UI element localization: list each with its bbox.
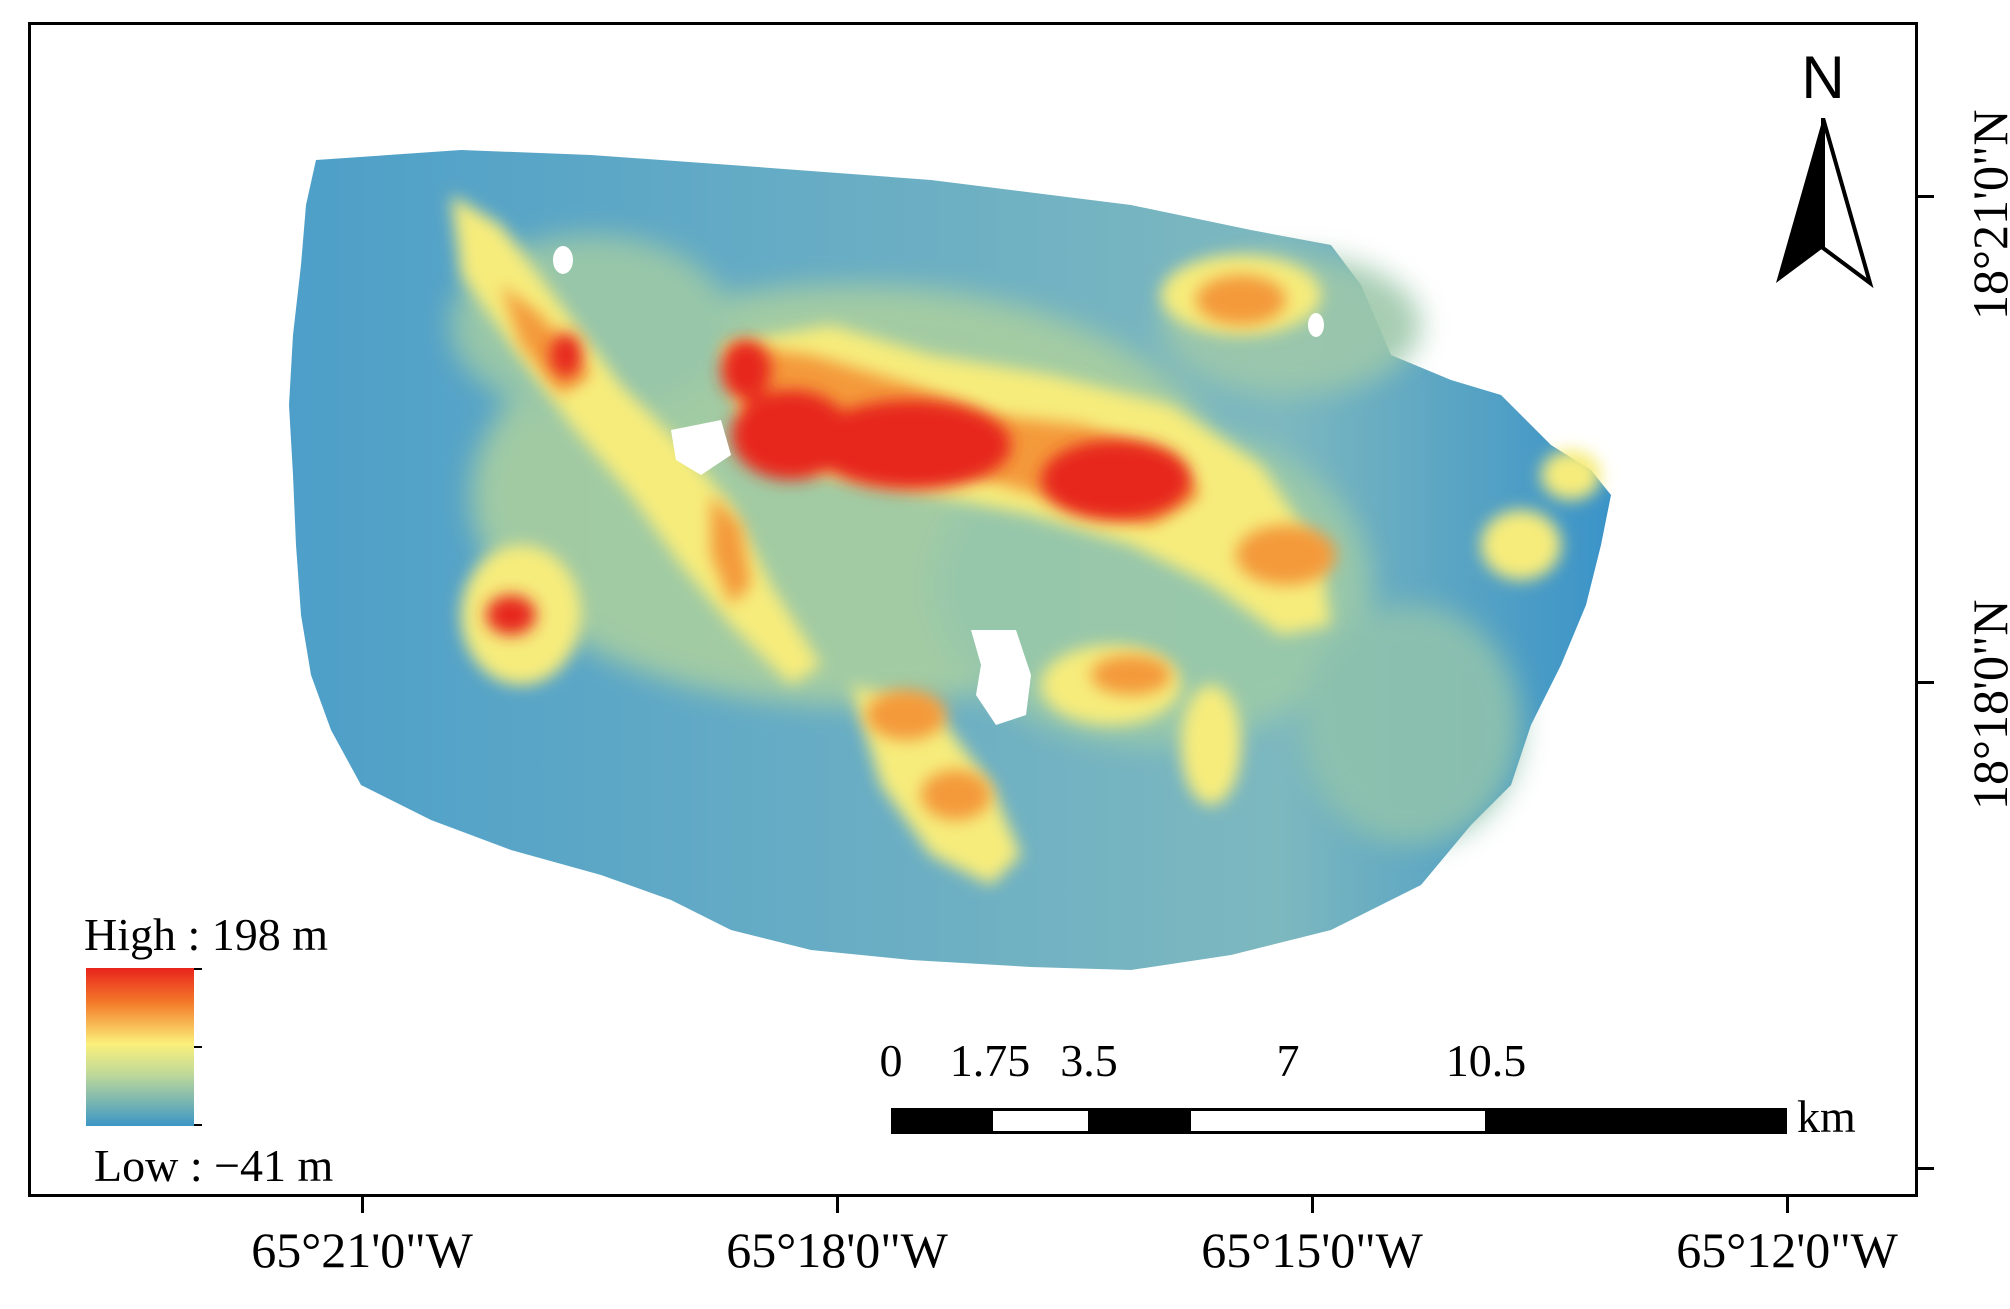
scale-label: 1.75 [949, 1035, 1031, 1086]
north-arrow: N [1768, 48, 1878, 288]
scale-unit: km [1797, 1091, 1856, 1142]
scale-label: 0 [879, 1035, 903, 1086]
longitude-tick [1311, 1197, 1314, 1213]
scale-segment [1089, 1108, 1190, 1134]
latitude-label: 18°18'0"N [1962, 599, 2010, 810]
legend-high-label: High : 198 m [84, 909, 329, 960]
scale-segment [1188, 1108, 1488, 1134]
legend-tick [194, 1124, 202, 1126]
scale-label: 7 [1276, 1035, 1300, 1086]
legend-low-label: Low : −41 m [94, 1140, 334, 1191]
latitude-label: 18°21'0"N [1962, 109, 2010, 320]
longitude-label: 65°21'0"W [251, 1222, 473, 1278]
elevation-raster [289, 150, 1611, 970]
scale-bar: 0 1.75 3.5 7 10.5 km [880, 1035, 1874, 1146]
scale-segment [990, 1108, 1091, 1134]
north-label: N [1801, 44, 1845, 111]
longitude-label: 65°12'0"W [1676, 1222, 1898, 1278]
legend-tick [194, 968, 202, 970]
longitude-label: 65°18'0"W [726, 1222, 948, 1278]
longitude-tick [1786, 1197, 1789, 1213]
latitude-tick [1918, 681, 1934, 684]
latitude-tick [1918, 195, 1934, 198]
longitude-tick [361, 1197, 364, 1213]
latitude-tick [1918, 1167, 1934, 1170]
scale-label: 3.5 [1060, 1035, 1118, 1086]
north-arrow-icon [1776, 118, 1874, 288]
peak-zone [811, 400, 1011, 490]
nodata-hole [671, 420, 731, 475]
legend-color-ramp [86, 968, 194, 1126]
longitude-label: 65°15'0"W [1201, 1222, 1423, 1278]
scale-label: 10.5 [1445, 1035, 1527, 1086]
scale-segment [1486, 1108, 1787, 1134]
scale-segment [891, 1108, 992, 1134]
map-frame [28, 22, 1918, 1197]
legend-tick [194, 1046, 202, 1048]
longitude-tick [836, 1197, 839, 1213]
